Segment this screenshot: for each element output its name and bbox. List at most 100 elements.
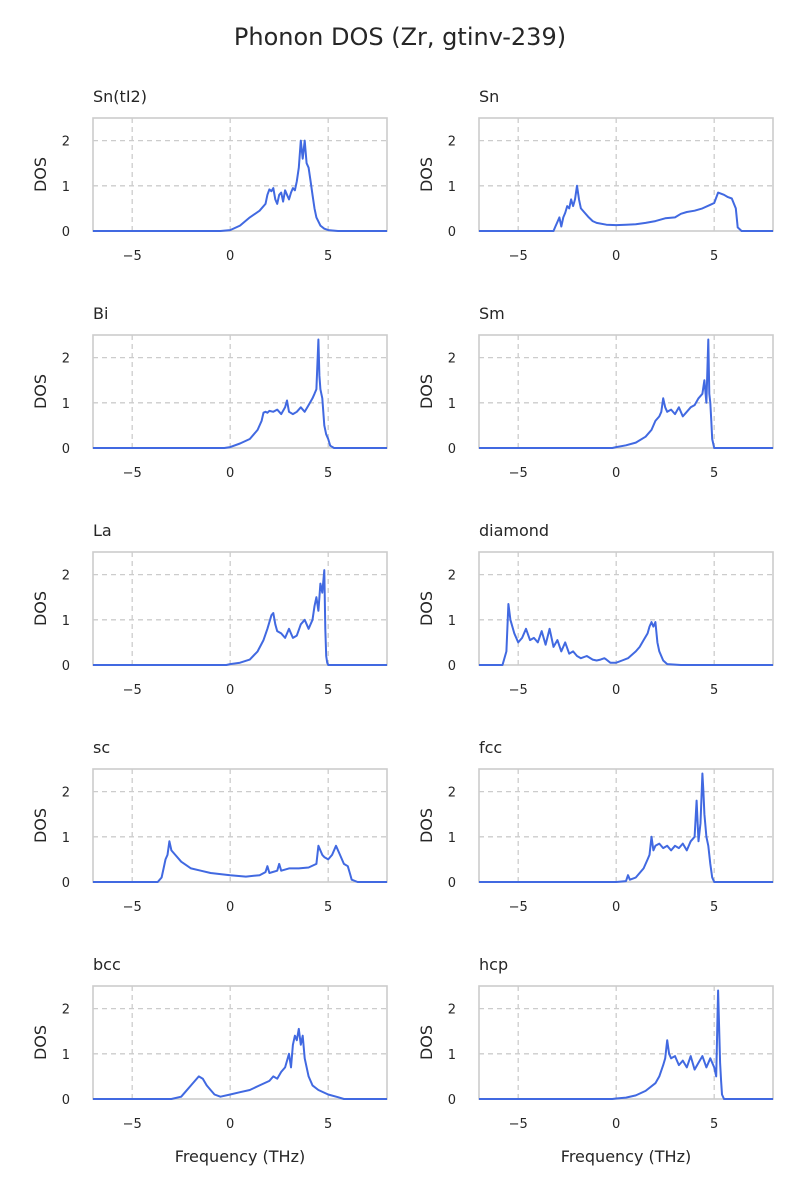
y-tick-label: 0 <box>448 659 456 674</box>
y-axis-label: DOS <box>417 374 436 409</box>
y-axis-label: DOS <box>31 1025 50 1060</box>
y-tick-label: 2 <box>62 569 70 584</box>
y-axis-label: DOS <box>417 1025 436 1060</box>
dos-curve <box>479 989 773 1100</box>
y-tick-label: 0 <box>448 1093 456 1108</box>
panel-title: Sn <box>479 87 499 106</box>
y-tick-label: 2 <box>448 569 456 584</box>
dos-curve <box>93 139 387 232</box>
x-tick-label: 5 <box>324 1117 332 1132</box>
x-tick-label: 0 <box>226 900 234 915</box>
x-tick-label: 5 <box>710 1117 718 1132</box>
x-axis-label: Frequency (THz) <box>175 1147 305 1166</box>
y-tick-label: 0 <box>448 225 456 240</box>
plot-area <box>478 551 774 666</box>
panel-3: −5 0 5 0 1 2 Sm DOS <box>417 304 774 481</box>
y-tick-label: 1 <box>448 180 456 195</box>
y-axis-label: DOS <box>31 591 50 626</box>
x-axis-label: Frequency (THz) <box>561 1147 691 1166</box>
y-axis-label: DOS <box>31 157 50 192</box>
x-tick-label: −5 <box>123 900 142 915</box>
x-tick-label: 0 <box>612 683 620 698</box>
plot-area <box>92 117 388 232</box>
x-tick-label: −5 <box>123 466 142 481</box>
y-tick-label: 1 <box>448 1048 456 1063</box>
x-tick-label: 5 <box>710 683 718 698</box>
x-tick-label: 5 <box>710 249 718 264</box>
y-tick-label: 1 <box>62 614 70 629</box>
panel-4: −5 0 5 0 1 2 La DOS <box>31 521 388 698</box>
x-tick-label: 0 <box>226 683 234 698</box>
x-tick-label: −5 <box>123 683 142 698</box>
x-tick-label: −5 <box>509 466 528 481</box>
y-axis-label: DOS <box>31 808 50 843</box>
y-tick-label: 2 <box>62 352 70 367</box>
x-tick-label: 5 <box>324 683 332 698</box>
plot-area <box>92 334 388 449</box>
panel-title: sc <box>93 738 110 757</box>
y-tick-label: 0 <box>448 442 456 457</box>
y-tick-label: 2 <box>448 135 456 150</box>
panel-title: Bi <box>93 304 108 323</box>
y-tick-label: 0 <box>62 442 70 457</box>
panel-9: −5 0 5 0 1 2 hcp DOS Frequency (THz) <box>417 955 774 1166</box>
plot-area <box>478 985 774 1100</box>
y-tick-label: 0 <box>448 876 456 891</box>
panel-title: fcc <box>479 738 502 757</box>
panel-title: hcp <box>479 955 508 974</box>
dos-curve <box>479 603 773 666</box>
x-tick-label: 0 <box>612 1117 620 1132</box>
y-tick-label: 2 <box>448 352 456 367</box>
panel-title: Sm <box>479 304 505 323</box>
x-tick-label: −5 <box>509 249 528 264</box>
dos-curve <box>93 338 387 449</box>
x-tick-label: −5 <box>509 900 528 915</box>
x-tick-label: 0 <box>612 249 620 264</box>
panel-title: Sn(tI2) <box>93 87 147 106</box>
y-tick-label: 0 <box>62 225 70 240</box>
plot-area <box>92 985 388 1100</box>
y-tick-label: 1 <box>62 397 70 412</box>
y-axis-label: DOS <box>417 591 436 626</box>
dos-curve <box>93 840 387 883</box>
panel-0: −5 0 5 0 1 2 Sn(tI2) DOS <box>31 87 388 264</box>
plot-area <box>92 768 388 883</box>
y-tick-label: 2 <box>448 786 456 801</box>
y-tick-label: 1 <box>448 397 456 412</box>
panel-5: −5 0 5 0 1 2 diamond DOS <box>417 521 774 698</box>
panel-title: bcc <box>93 955 121 974</box>
y-tick-label: 1 <box>62 1048 70 1063</box>
y-axis-label: DOS <box>417 157 436 192</box>
x-tick-label: 0 <box>612 466 620 481</box>
panel-title: La <box>93 521 112 540</box>
dos-curve <box>93 1027 387 1100</box>
panel-2: −5 0 5 0 1 2 Bi DOS <box>31 304 388 481</box>
dos-curve <box>479 772 773 883</box>
panel-1: −5 0 5 0 1 2 Sn DOS <box>417 87 774 264</box>
plot-area <box>92 551 388 666</box>
x-tick-label: −5 <box>123 1117 142 1132</box>
y-tick-label: 1 <box>448 831 456 846</box>
x-tick-label: −5 <box>509 683 528 698</box>
panel-8: −5 0 5 0 1 2 bcc DOS Frequency (THz) <box>31 955 388 1166</box>
x-tick-label: 5 <box>324 900 332 915</box>
y-tick-label: 2 <box>62 786 70 801</box>
y-tick-label: 1 <box>62 831 70 846</box>
panel-title: diamond <box>479 521 549 540</box>
dos-curve <box>479 338 773 449</box>
y-tick-label: 2 <box>62 1003 70 1018</box>
y-tick-label: 2 <box>62 135 70 150</box>
x-tick-label: −5 <box>509 1117 528 1132</box>
y-tick-label: 1 <box>62 180 70 195</box>
y-tick-label: 0 <box>62 876 70 891</box>
y-tick-label: 2 <box>448 1003 456 1018</box>
dos-curve <box>93 569 387 666</box>
y-tick-label: 1 <box>448 614 456 629</box>
x-tick-label: 5 <box>710 900 718 915</box>
y-tick-label: 0 <box>62 659 70 674</box>
x-tick-label: −5 <box>123 249 142 264</box>
panel-7: −5 0 5 0 1 2 fcc DOS <box>417 738 774 915</box>
plot-area <box>478 768 774 883</box>
x-tick-label: 0 <box>226 249 234 264</box>
